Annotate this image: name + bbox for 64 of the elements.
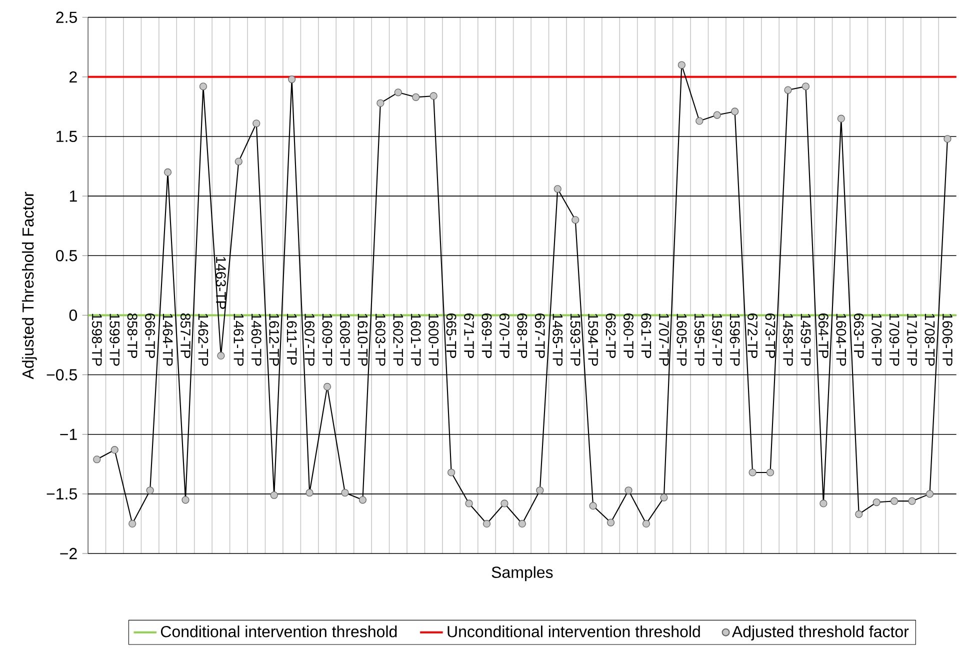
x-tick-label: 662-TP: [606, 313, 616, 358]
x-tick-label: 665-TP: [446, 313, 456, 358]
x-tick-label: 670-TP: [500, 313, 510, 358]
x-tick-label: 1601-TP: [410, 314, 421, 366]
x-tick-label: 672-TP: [748, 313, 758, 358]
y-tick-label: −0.5: [46, 369, 77, 380]
x-tick-label: 1461-TP: [234, 314, 244, 366]
x-tick-label: 664-TP: [818, 313, 828, 358]
y-axis-title: Adjusted Threshold Factor: [22, 192, 37, 380]
x-tick-label: 1610-TP: [358, 314, 368, 366]
x-tick-label: 660-TP: [624, 313, 634, 358]
legend-label: Adjusted threshold factor: [732, 625, 909, 640]
x-tick-label: 1609-TP: [322, 314, 332, 366]
y-tick-label: 0.5: [56, 250, 77, 262]
x-tick-label: 1605-TP: [676, 314, 687, 366]
y-tick-label: −2: [60, 548, 77, 559]
y-tick-label: 0: [69, 309, 78, 321]
x-tick-label: 671-TP: [464, 313, 474, 358]
x-tick-label: 663-TP: [854, 313, 864, 358]
x-tick-label: 668-TP: [517, 313, 528, 358]
legend-label: Conditional intervention threshold: [160, 625, 397, 638]
x-tick-label: 1459-TP: [800, 314, 811, 366]
x-tick-label: 858-TP: [127, 313, 138, 358]
x-tick-label: 1707-TP: [658, 314, 669, 366]
x-tick-label: 1465-TP: [552, 314, 563, 366]
x-tick-label: 857-TP: [180, 313, 190, 358]
x-tick-label: 1462-TP: [198, 314, 208, 366]
x-tick-label: 1608-TP: [340, 314, 350, 366]
x-tick-label: 1597-TP: [712, 314, 722, 366]
x-tick-label: 1709-TP: [889, 314, 900, 366]
x-tick-label: 1464-TP: [162, 314, 173, 366]
x-tick-label: 1602-TP: [393, 314, 404, 366]
x-tick-label: 1598-TP: [92, 314, 102, 366]
x-tick-label: 1607-TP: [304, 314, 314, 366]
y-tick-label: −1: [60, 428, 77, 440]
x-tick-label: 1460-TP: [251, 314, 262, 366]
x-tick-label: 1600-TP: [428, 314, 439, 366]
x-tick-label: 1603-TP: [375, 314, 386, 366]
x-tick-label: 1599-TP: [110, 314, 120, 366]
x-tick-label: 667-TP: [534, 313, 545, 358]
x-axis-title: Samples: [492, 566, 553, 582]
x-tick-label: 1604-TP: [836, 314, 846, 366]
y-tick-label: −1.5: [46, 488, 77, 500]
x-tick-label: 1595-TP: [694, 314, 704, 366]
x-tick-label: 1611-TP: [286, 314, 297, 365]
x-tick-label: 1593-TP: [570, 314, 580, 366]
y-tick-label: 2.5: [56, 12, 77, 23]
x-tick-label: 1458-TP: [783, 314, 793, 366]
x-tick-label: 1706-TP: [872, 314, 882, 366]
x-tick-label: 1612-TP: [269, 314, 280, 366]
x-tick-label: 1710-TP: [907, 314, 917, 366]
y-tick-label: 1: [70, 190, 77, 202]
y-tick-label: 2: [70, 71, 77, 82]
x-tick-label: 669-TP: [482, 313, 492, 358]
x-tick-label: 666-TP: [145, 313, 156, 358]
x-tick-label: 1708-TP: [924, 314, 935, 366]
y-tick-label: 1.5: [56, 130, 77, 142]
x-tick-label: 1606-TP: [942, 314, 952, 366]
legend-label: Unconditional intervention threshold: [448, 625, 700, 638]
x-tick-label: 1594-TP: [588, 314, 598, 366]
x-tick-label: 661-TP: [641, 313, 652, 358]
x-tick-label: 1596-TP: [730, 314, 740, 366]
x-tick-label: 1463-TP: [216, 256, 226, 309]
x-tick-label: 673-TP: [765, 313, 776, 358]
